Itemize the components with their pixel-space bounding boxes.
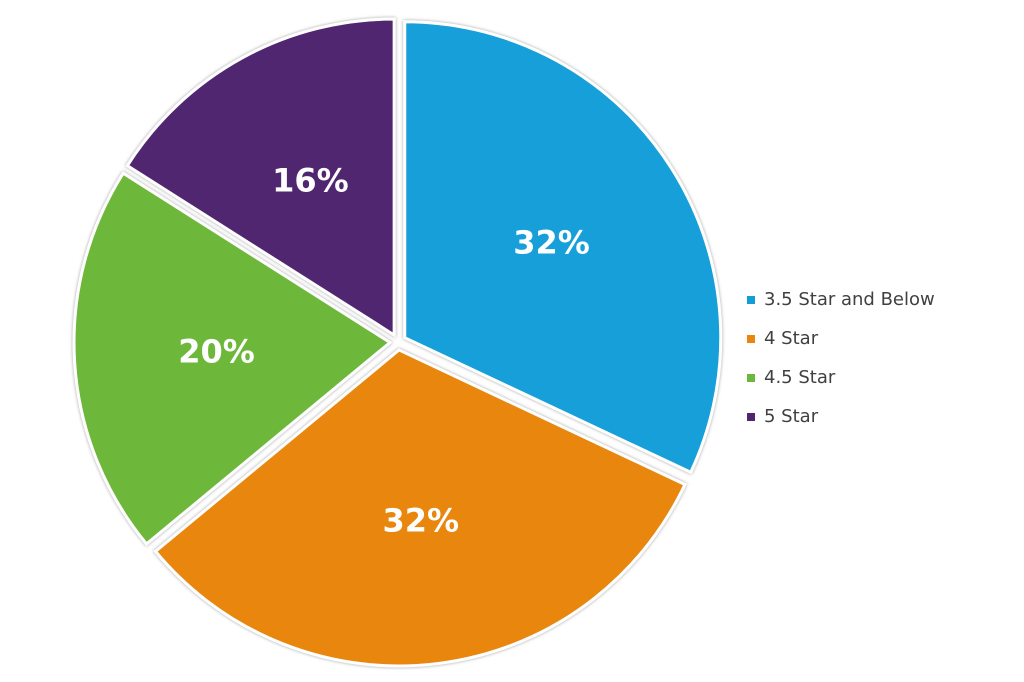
- legend-label: 4 Star: [764, 328, 819, 349]
- legend-label: 3.5 Star and Below: [764, 289, 935, 310]
- legend-marker: [747, 296, 755, 304]
- legend-label: 5 Star: [764, 406, 819, 427]
- legend-label: 4.5 Star: [764, 367, 836, 388]
- data-label: 20%: [178, 332, 255, 370]
- data-label: 16%: [272, 162, 349, 200]
- legend-marker: [747, 335, 755, 343]
- pie-slice: [72, 171, 393, 547]
- legend-marker: [747, 374, 755, 382]
- legend-marker: [747, 413, 755, 421]
- pie-slice: [125, 17, 396, 338]
- legend: 3.5 Star and Below 4 Star 4.5 Star 5 Star: [747, 289, 935, 427]
- data-label: 32%: [513, 224, 590, 262]
- pie: 32% 32% 20% 16%: [72, 17, 723, 668]
- pie-slice: [153, 348, 687, 668]
- pie-slice: [403, 20, 723, 475]
- data-label: 32%: [382, 501, 459, 539]
